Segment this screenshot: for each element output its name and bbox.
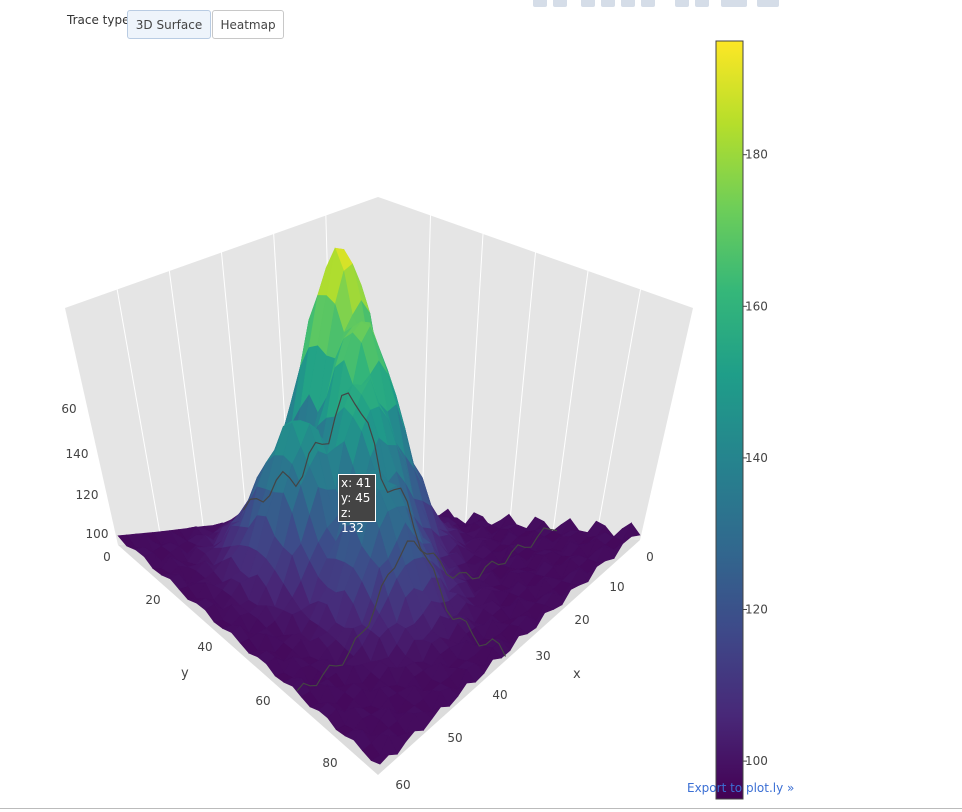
y-tick-label: 0 <box>103 550 111 564</box>
x-tick-label: 20 <box>574 613 589 627</box>
hover-z: z: 132 <box>341 506 364 535</box>
colorbar-tick-label: 140 <box>745 451 768 465</box>
y-tick-label: 80 <box>322 756 337 770</box>
trace-type-label: Trace type: <box>67 13 134 27</box>
y-tick-label: 60 <box>255 694 270 708</box>
y-tick-label: 40 <box>197 640 212 654</box>
hover-tooltip: x: 41 y: 45 z: 132 <box>338 474 376 535</box>
x-tick-label: 50 <box>447 731 462 745</box>
x-axis-title: x <box>573 667 581 682</box>
y-tick-label: 20 <box>145 593 160 607</box>
x-tick-label: 60 <box>395 778 410 792</box>
bottom-divider <box>0 808 962 809</box>
export-link[interactable]: Export to plot.ly » <box>687 781 795 795</box>
spike-line-y <box>242 392 507 657</box>
axis-ticks: 0 10 20 30 40 50 60 0 20 40 60 80 100 120 140 60 <box>61 402 653 792</box>
x-tick-label: 0 <box>646 550 654 564</box>
modebar[interactable] <box>533 0 783 10</box>
surface-mesh <box>117 247 641 765</box>
y-axis-title: y <box>181 666 189 681</box>
x-tick-label: 40 <box>492 688 507 702</box>
colorbar-tick-label: 180 <box>745 148 768 162</box>
x-tick-label: 10 <box>609 580 624 594</box>
colorbar-tick-label: 120 <box>745 603 768 617</box>
z-tick-label: 60 <box>61 402 76 416</box>
colorbar <box>715 40 744 800</box>
spike-line-x <box>296 527 558 692</box>
z-tick-label: 100 <box>86 527 109 541</box>
colorbar-ticks: 100 120 140 160 180 <box>743 148 768 768</box>
surface-button[interactable]: 3D Surface <box>127 10 211 39</box>
colorbar-tick-label: 160 <box>745 299 768 313</box>
right-wall <box>378 197 693 540</box>
z-tick-label: 140 <box>66 447 89 461</box>
z-tick-label: 120 <box>76 488 99 502</box>
spike-lines <box>242 392 558 692</box>
x-tick-label: 30 <box>535 649 550 663</box>
surface-patch <box>370 754 390 765</box>
hover-x: x: 41 <box>341 476 372 490</box>
hover-y: y: 45 <box>341 491 371 505</box>
heatmap-button[interactable]: Heatmap <box>212 10 284 39</box>
colorbar-tick-label: 100 <box>745 754 768 768</box>
